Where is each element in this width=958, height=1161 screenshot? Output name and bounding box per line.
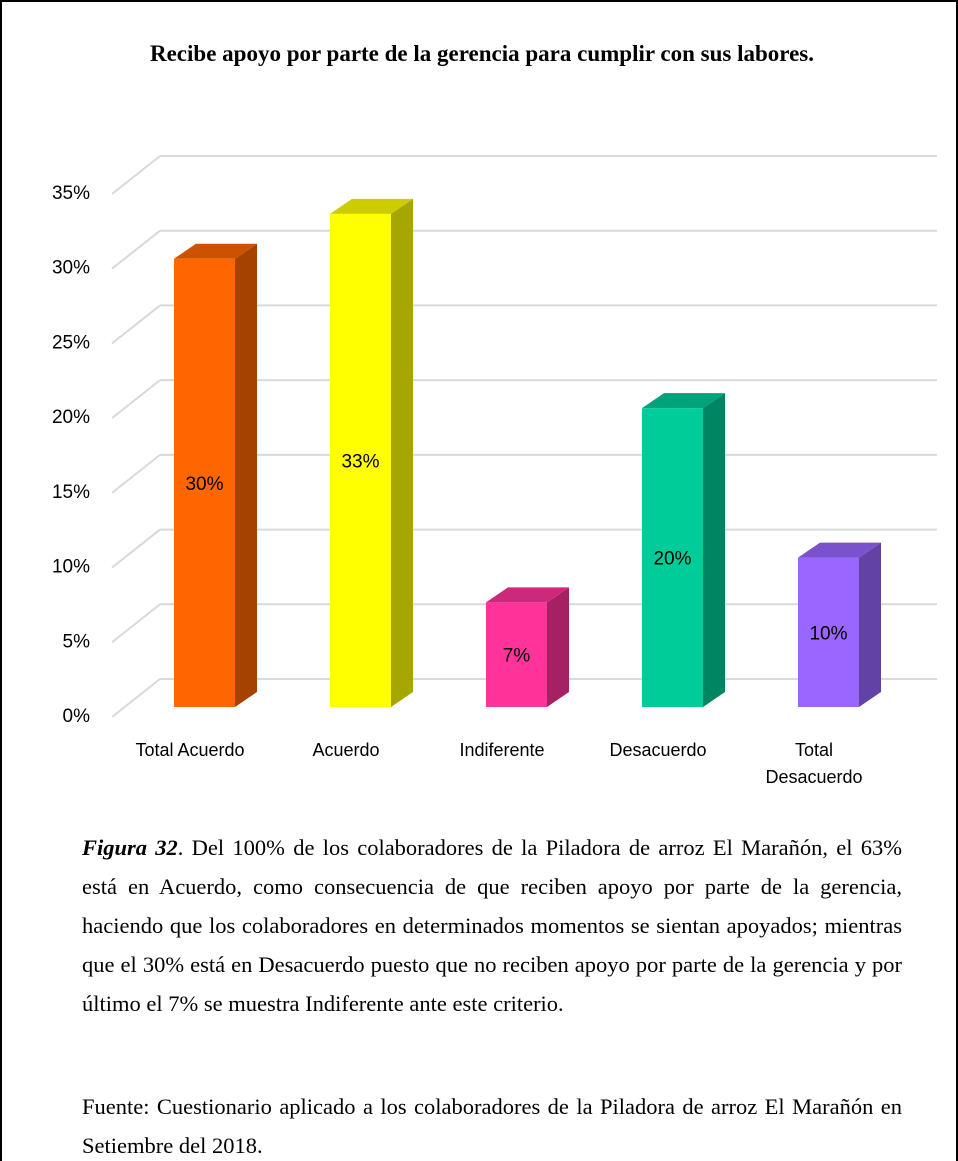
y-tick-label: 10% xyxy=(52,557,90,578)
y-tick-label: 0% xyxy=(63,706,91,727)
chart-title: Recibe apoyo por parte de la gerencia pa… xyxy=(149,41,814,66)
value-label: 20% xyxy=(653,549,691,570)
source: Fuente: Cuestionario aplicado a los cola… xyxy=(82,1094,902,1158)
bar-side xyxy=(703,393,725,707)
caption-text: . Del 100% de los colaboradores de la Pi… xyxy=(82,835,902,1016)
bar xyxy=(174,258,235,707)
caption: Figura 32. Del 100% de los colaboradores… xyxy=(82,828,902,1023)
bar-side xyxy=(547,587,569,707)
y-tick-label: 20% xyxy=(52,407,90,428)
x-tick-label: Acuerdo xyxy=(312,740,380,760)
bar xyxy=(642,408,703,707)
bar-top xyxy=(486,587,569,603)
x-tick-label: Total Desacuerdo xyxy=(765,740,863,787)
caption-label: Figura 32 xyxy=(82,835,178,860)
bar-top xyxy=(330,198,413,214)
grid-line-depth xyxy=(111,454,161,494)
grid-line-depth xyxy=(111,155,161,195)
bar-side xyxy=(235,243,257,707)
x-tick-label: Desacuerdo xyxy=(609,740,707,760)
grid-line-depth xyxy=(111,304,161,345)
value-label: 10% xyxy=(809,623,847,644)
chart: 0% 5% 10% 15% 20% 25% 30% 35% 30% 33% 7% 20% 10% xyxy=(52,155,937,727)
bar-top xyxy=(642,393,725,409)
bar-side xyxy=(859,542,881,707)
value-label: 7% xyxy=(503,646,531,667)
bar-top xyxy=(798,542,881,558)
y-tick-label: 15% xyxy=(52,482,90,503)
value-label: 33% xyxy=(341,451,379,472)
grid-line-depth xyxy=(111,528,161,569)
bar xyxy=(798,557,859,707)
value-label: 30% xyxy=(185,474,223,495)
x-tick-label: Indiferente xyxy=(459,740,545,760)
grid-line-depth xyxy=(111,678,161,718)
grid-line-depth xyxy=(111,229,161,270)
bar-side xyxy=(391,198,413,707)
y-tick-label: 5% xyxy=(63,631,91,652)
y-tick-label: 35% xyxy=(52,183,90,204)
grid-line-depth xyxy=(111,379,161,419)
bar-top xyxy=(174,243,257,259)
x-tick-label: Total Acuerdo xyxy=(135,740,245,760)
grid-line-depth xyxy=(111,603,161,644)
bar xyxy=(486,602,547,707)
bar xyxy=(330,213,391,707)
y-tick-label: 30% xyxy=(52,258,90,279)
y-tick-label: 25% xyxy=(52,332,90,353)
